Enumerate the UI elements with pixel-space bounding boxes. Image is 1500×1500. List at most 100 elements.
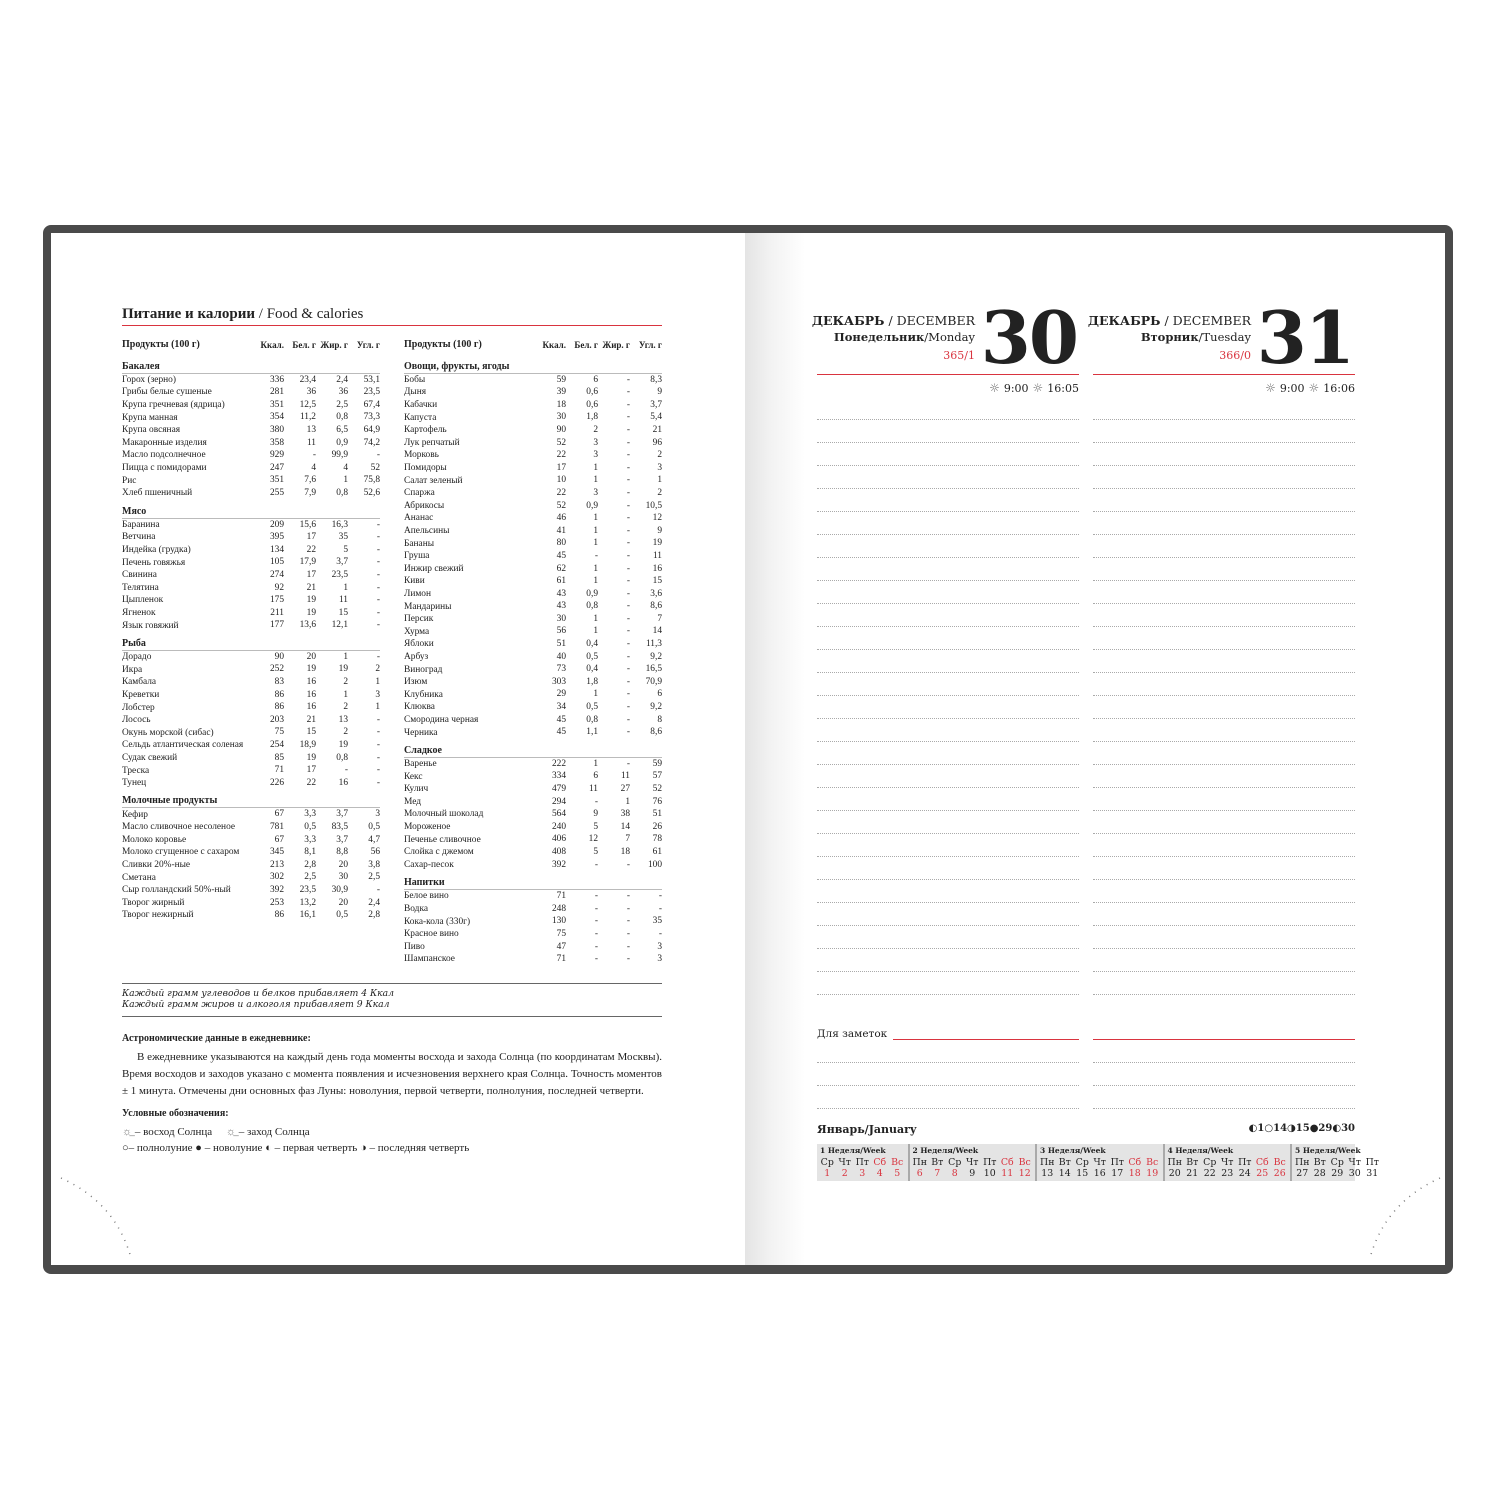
- entry-line[interactable]: [1093, 581, 1355, 604]
- weekday-name: Чт: [1348, 1157, 1361, 1168]
- entry-line[interactable]: [1093, 558, 1355, 581]
- calendar-day[interactable]: 25: [1256, 1168, 1269, 1179]
- calendar-day[interactable]: 13: [1041, 1168, 1054, 1179]
- entry-line[interactable]: [817, 719, 1079, 742]
- entry-line[interactable]: [817, 972, 1079, 995]
- calendar-day[interactable]: 18: [1128, 1168, 1141, 1179]
- note-line[interactable]: [1093, 1063, 1355, 1086]
- note-line[interactable]: [817, 1040, 1079, 1063]
- cell-value: 85: [274, 752, 284, 763]
- calendar-day[interactable]: 31: [1366, 1168, 1379, 1179]
- entry-line[interactable]: [1093, 627, 1355, 650]
- entry-line[interactable]: [1093, 811, 1355, 834]
- calendar-day[interactable]: 23: [1221, 1168, 1234, 1179]
- entry-line[interactable]: [817, 604, 1079, 627]
- cell-value: 18: [556, 399, 566, 410]
- table-row: Сливки 20%-ные 213 2,8 20 3,8: [122, 859, 380, 872]
- entry-line[interactable]: [817, 627, 1079, 650]
- entry-line[interactable]: [1093, 880, 1355, 903]
- calendar-day[interactable]: 20: [1168, 1168, 1181, 1179]
- entry-line[interactable]: [1093, 420, 1355, 443]
- table-row: Печень говяжья 105 17,9 3,7 -: [122, 556, 380, 569]
- calendar-day[interactable]: 29: [1331, 1168, 1344, 1179]
- calendar-day[interactable]: 5: [894, 1168, 901, 1179]
- calendar-day[interactable]: 24: [1238, 1168, 1251, 1179]
- calendar-day[interactable]: 27: [1296, 1168, 1309, 1179]
- calendar-day[interactable]: 14: [1058, 1168, 1071, 1179]
- calendar-day[interactable]: 7: [934, 1168, 941, 1179]
- calendar-day[interactable]: 26: [1273, 1168, 1286, 1179]
- calendar-day[interactable]: 21: [1186, 1168, 1199, 1179]
- entry-line[interactable]: [817, 581, 1079, 604]
- note-line[interactable]: [817, 1063, 1079, 1086]
- entry-line[interactable]: [817, 673, 1079, 696]
- entry-line[interactable]: [1093, 512, 1355, 535]
- entry-line[interactable]: [817, 466, 1079, 489]
- note-line[interactable]: [817, 1086, 1079, 1109]
- entry-line[interactable]: [1093, 489, 1355, 512]
- entry-line[interactable]: [1093, 719, 1355, 742]
- entry-line[interactable]: [1093, 535, 1355, 558]
- entry-line[interactable]: [817, 765, 1079, 788]
- entry-line[interactable]: [817, 949, 1079, 972]
- entry-line[interactable]: [817, 926, 1079, 949]
- calendar-day[interactable]: 12: [1018, 1168, 1031, 1179]
- entry-line[interactable]: [1093, 949, 1355, 972]
- entry-line[interactable]: [817, 650, 1079, 673]
- entry-line[interactable]: [817, 420, 1079, 443]
- calendar-day[interactable]: 2: [841, 1168, 848, 1179]
- entry-line[interactable]: [817, 903, 1079, 926]
- entry-line[interactable]: [1093, 742, 1355, 765]
- cell-value: 5: [593, 821, 598, 832]
- cell-value: -: [626, 903, 630, 914]
- entry-line[interactable]: [1093, 788, 1355, 811]
- calendar-day[interactable]: 4: [876, 1168, 883, 1179]
- entry-line[interactable]: [1093, 926, 1355, 949]
- entry-line[interactable]: [817, 834, 1079, 857]
- entry-line[interactable]: [817, 811, 1079, 834]
- entry-line[interactable]: [1093, 604, 1355, 627]
- moon-phase-date: 15: [1295, 1123, 1310, 1134]
- entry-line[interactable]: [817, 880, 1079, 903]
- calendar-day[interactable]: 1: [824, 1168, 831, 1179]
- entry-line[interactable]: [1093, 972, 1355, 995]
- calendar-day[interactable]: 9: [969, 1168, 976, 1179]
- entry-line[interactable]: [817, 443, 1079, 466]
- calendar-day[interactable]: 30: [1348, 1168, 1361, 1179]
- entry-line[interactable]: [1093, 443, 1355, 466]
- calendar-day[interactable]: 3: [859, 1168, 866, 1179]
- note-line[interactable]: [1093, 1040, 1355, 1063]
- entry-line[interactable]: [1093, 765, 1355, 788]
- entry-line[interactable]: [817, 742, 1079, 765]
- entry-line[interactable]: [817, 512, 1079, 535]
- entry-line[interactable]: [817, 489, 1079, 512]
- calendar-day[interactable]: 10: [983, 1168, 996, 1179]
- entry-line[interactable]: [1093, 696, 1355, 719]
- entry-line[interactable]: [1093, 834, 1355, 857]
- entry-line[interactable]: [1093, 903, 1355, 926]
- table-row: Абрикосы 52 0,9 - 10,5: [404, 500, 662, 513]
- cell-value: 67: [274, 809, 284, 820]
- calendar-day[interactable]: 28: [1313, 1168, 1326, 1179]
- calendar-day[interactable]: 11: [1001, 1168, 1014, 1179]
- entry-line[interactable]: [817, 696, 1079, 719]
- calendar-day[interactable]: 17: [1111, 1168, 1124, 1179]
- calendar-day[interactable]: 15: [1076, 1168, 1089, 1179]
- calendar-day[interactable]: 22: [1203, 1168, 1216, 1179]
- entry-line[interactable]: [817, 788, 1079, 811]
- entry-line[interactable]: [1093, 466, 1355, 489]
- entry-line[interactable]: [1093, 673, 1355, 696]
- entry-line[interactable]: [817, 558, 1079, 581]
- calendar-day[interactable]: 8: [951, 1168, 958, 1179]
- table-row: Кефир 67 3,3 3,7 3: [122, 808, 380, 821]
- note-line[interactable]: [1093, 1086, 1355, 1109]
- entry-line[interactable]: [1093, 857, 1355, 880]
- calendar-day[interactable]: 6: [916, 1168, 923, 1179]
- calendar-day[interactable]: 19: [1146, 1168, 1159, 1179]
- calendar-day[interactable]: 16: [1093, 1168, 1106, 1179]
- entry-line[interactable]: [1093, 650, 1355, 673]
- entry-line[interactable]: [817, 535, 1079, 558]
- entry-line[interactable]: [817, 857, 1079, 880]
- entry-line[interactable]: [1093, 397, 1355, 420]
- entry-line[interactable]: [817, 397, 1079, 420]
